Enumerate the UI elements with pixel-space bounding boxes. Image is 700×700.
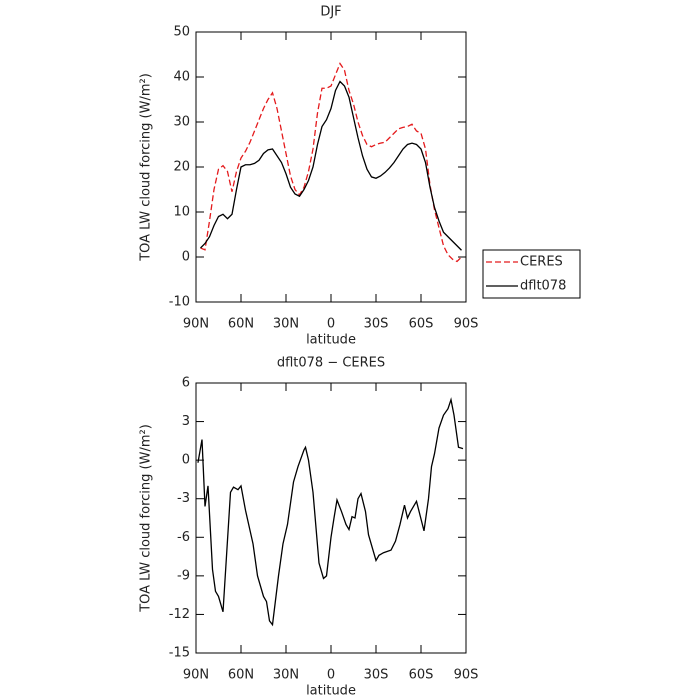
series-line: [200, 62, 462, 263]
y-tick-label: -10: [169, 295, 190, 310]
y-tick-label: 40: [173, 70, 190, 85]
x-tick-label: 30S: [364, 668, 389, 683]
plot-frame: [195, 31, 467, 303]
x-tick-label: 60S: [409, 668, 434, 683]
x-tick-label: 0: [327, 668, 335, 683]
x-tick-label: 60N: [228, 668, 254, 683]
legend-label: CERES: [520, 255, 563, 270]
x-tick-label: 90S: [454, 317, 479, 332]
chart-title: dflt078 − CERES: [277, 356, 385, 371]
x-tick-label: 60N: [228, 317, 254, 332]
y-tick-label: -6: [177, 530, 190, 545]
series-line: [200, 80, 462, 251]
x-tick-label: 90N: [183, 317, 209, 332]
x-axis-label: latitude: [306, 684, 356, 699]
y-tick-label: -15: [169, 646, 190, 661]
y-tick-label: 3: [182, 414, 190, 429]
x-tick-label: 60S: [409, 317, 434, 332]
y-tick-label: 0: [182, 453, 190, 468]
y-tick-label: 50: [173, 25, 190, 40]
chart-title: DJF: [320, 5, 341, 20]
x-tick-label: 30S: [364, 317, 389, 332]
y-tick-label: 10: [173, 205, 190, 220]
y-tick-label: 20: [173, 160, 190, 175]
y-tick-label: -12: [169, 607, 190, 622]
x-tick-label: 30N: [273, 317, 299, 332]
x-tick-label: 90S: [454, 668, 479, 683]
legend-label: dflt078: [520, 279, 566, 294]
y-axis-label: TOA LW cloud forcing (W/m²): [139, 424, 154, 613]
x-axis-label: latitude: [306, 333, 356, 348]
y-tick-label: -3: [177, 491, 190, 506]
series-line: [197, 397, 464, 627]
x-tick-label: 90N: [183, 668, 209, 683]
x-tick-label: 0: [327, 317, 335, 332]
y-tick-label: 6: [182, 376, 190, 391]
legend-box: [482, 249, 581, 299]
y-axis-label: TOA LW cloud forcing (W/m²): [139, 73, 154, 262]
y-tick-label: 0: [182, 250, 190, 265]
x-tick-label: 30N: [273, 668, 299, 683]
y-tick-label: 30: [173, 115, 190, 130]
y-tick-label: -9: [177, 568, 190, 583]
